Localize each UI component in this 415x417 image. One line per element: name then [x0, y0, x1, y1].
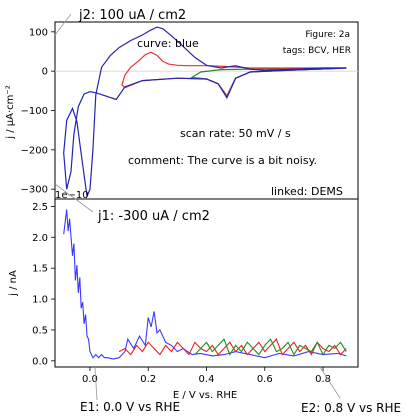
bottom-x-tick-label: 0.4 — [199, 374, 215, 385]
bottom-y-ticks: 0.0 0.5 1.0 1.5 2.0 2.5 — [32, 202, 55, 367]
bottom-y-tick-label: 0.0 — [32, 356, 48, 367]
j1-leader-line — [54, 183, 94, 213]
top-y-ticks: 100 0 −100 −200 −300 — [21, 27, 55, 196]
bottom-series-green — [194, 338, 347, 356]
top-y-tick-label: 100 — [29, 27, 48, 38]
e2-annotation: E2: 0.8 V vs RHE — [301, 401, 401, 415]
bottom-y-tick-label: 1.0 — [32, 295, 48, 306]
top-axes-frame — [54, 21, 359, 200]
bottom-y-tick-label: 2.0 — [32, 233, 48, 244]
bottom-y-axis-label: j / nA — [8, 270, 19, 297]
comment-label: comment: The curve is a bit noisy. — [128, 154, 317, 167]
e1-annotation: E1: 0.0 V vs RHE — [80, 400, 180, 414]
top-y-tick-label: −100 — [21, 106, 48, 117]
bottom-panel: 0.0 0.5 1.0 1.5 2.0 2.5 0.0 0.2 0.4 0.6 0.8 j / n… — [8, 198, 359, 401]
bottom-x-tick-label: 0.0 — [82, 374, 98, 385]
top-series-group — [63, 26, 347, 199]
top-series-red — [121, 51, 347, 98]
tags-label: tags: BCV, HER — [283, 46, 351, 56]
top-y-axis-label: j / µA·cm⁻² — [5, 85, 16, 139]
figure-label: Figure: 2a — [305, 30, 350, 40]
bottom-y-tick-label: 2.5 — [32, 202, 48, 213]
curve-label: curve: blue — [137, 37, 199, 50]
offset-text: 1e−10 — [55, 190, 89, 201]
e2-leader-line — [319, 366, 341, 399]
top-series-blue — [63, 26, 347, 199]
top-panel: 100 0 −100 −200 −300 j / µA·cm⁻² curve: blue… — [5, 21, 359, 201]
bottom-series-group — [63, 209, 347, 360]
bottom-x-tick-label: 0.2 — [140, 374, 156, 385]
bottom-y-tick-label: 0.5 — [32, 325, 48, 336]
bottom-x-tick-label: 0.8 — [315, 374, 331, 385]
bottom-axes-frame — [54, 198, 359, 368]
top-y-tick-label: −300 — [21, 185, 48, 196]
j1-annotation: j1: -300 uA / cm2 — [97, 209, 210, 224]
bottom-x-ticks: 0.0 0.2 0.4 0.6 0.8 — [82, 367, 331, 385]
j2-annotation: j2: 100 uA / cm2 — [78, 8, 186, 23]
top-y-tick-label: −200 — [21, 145, 48, 156]
j2-leader-line — [54, 13, 72, 36]
bottom-x-tick-label: 0.6 — [257, 374, 273, 385]
scan-rate-label: scan rate: 50 mV / s — [180, 127, 291, 140]
linked-label: linked: DEMS — [271, 185, 343, 198]
e1-leader-line — [94, 366, 98, 401]
top-y-tick-label: 0 — [42, 67, 48, 78]
bottom-x-axis-label: E / V vs. RHE — [173, 390, 237, 401]
annotations: j2: 100 uA / cm2 j1: -300 uA / cm2 E1: 0… — [54, 8, 401, 415]
bottom-y-tick-label: 1.5 — [32, 264, 48, 275]
